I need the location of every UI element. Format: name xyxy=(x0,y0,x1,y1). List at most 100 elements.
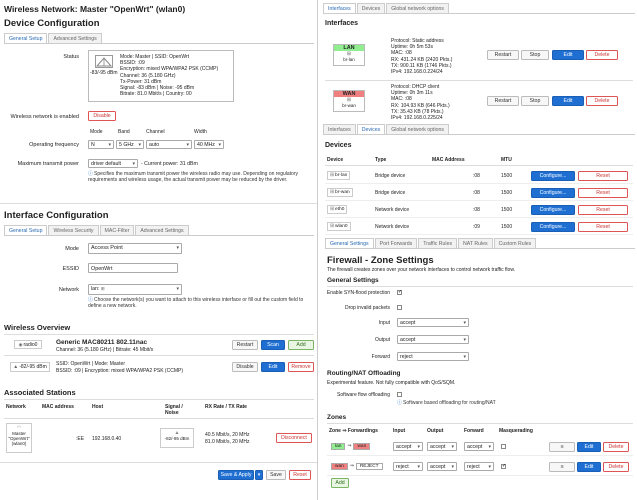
device-configure-button[interactable]: Configure... xyxy=(531,222,575,232)
wan-delete-button[interactable]: Delete xyxy=(586,96,618,106)
device-icon: ⊞ xyxy=(330,173,335,178)
network-line2: BSSID: :09 | Encryption: mixed WPA/WPA2 … xyxy=(56,368,183,374)
device-col-type: Type xyxy=(375,157,387,163)
iface-mode-select[interactable]: Access Point xyxy=(88,243,182,254)
tab-wireless-security[interactable]: Wireless Security xyxy=(48,225,99,235)
mode-select[interactable]: N xyxy=(88,140,114,149)
wan-edit-button[interactable]: Edit xyxy=(552,96,584,106)
invalid-label: Drop invalid packets xyxy=(344,305,390,311)
lan-edit-button[interactable]: Edit xyxy=(552,50,584,60)
lan-restart-button[interactable]: Restart xyxy=(487,50,519,60)
device-icon: ⊞ xyxy=(330,207,335,212)
tab-global-options[interactable]: Global network options xyxy=(386,124,450,134)
zone-forward-select[interactable]: reject xyxy=(464,462,494,471)
zone-delete-button[interactable]: Delete xyxy=(603,462,629,472)
zone-edit-button[interactable]: Edit xyxy=(577,462,601,472)
tab-devices[interactable]: Devices xyxy=(356,3,386,13)
station-col-host: Host xyxy=(92,404,104,410)
add-zone-button[interactable]: Add xyxy=(331,478,349,488)
zone-masquerade-checkbox[interactable] xyxy=(501,463,506,469)
input-policy-select[interactable]: accept xyxy=(397,318,469,327)
essid-input[interactable]: OpenWrt xyxy=(88,263,178,273)
forward-policy-select[interactable]: reject xyxy=(397,352,469,361)
zone-edit-button[interactable]: Edit xyxy=(577,442,601,452)
radio-icon: ◉ xyxy=(18,341,23,347)
zone-delete-button[interactable]: Delete xyxy=(603,442,629,452)
tab-iface-advanced[interactable]: Advanced Settings xyxy=(135,225,189,235)
network-select[interactable]: lan: ⊞ xyxy=(88,284,182,295)
zone-move-icon[interactable]: ≡ xyxy=(549,442,575,452)
device-mac: :08 xyxy=(473,173,480,179)
device-reset-button[interactable]: Reset xyxy=(578,188,628,198)
invalid-checkbox[interactable] xyxy=(397,305,402,310)
save-apply-dropdown-icon[interactable]: ▾ xyxy=(255,470,263,480)
zone-forwarding: lan ⇒ wan xyxy=(331,443,371,450)
zone-move-icon[interactable]: ≡ xyxy=(549,462,575,472)
device-type: Bridge device xyxy=(375,190,406,196)
wan-stop-button[interactable]: Stop xyxy=(521,96,549,106)
network-remove-button[interactable]: Remove xyxy=(288,362,314,372)
power-select[interactable]: driver default xyxy=(88,159,138,168)
radio-restart-button[interactable]: Restart xyxy=(232,340,258,350)
device-col-device: Device xyxy=(327,157,344,163)
tab-nat-rules[interactable]: NAT Rules xyxy=(458,238,493,248)
disconnect-button[interactable]: Disconnect xyxy=(276,433,312,443)
network-disable-button[interactable]: Disable xyxy=(232,362,258,372)
zone-input-select[interactable]: reject xyxy=(393,462,423,471)
device-configure-button[interactable]: Configure... xyxy=(531,171,575,181)
zone-forward-select[interactable]: accept xyxy=(464,442,494,451)
output-policy-select[interactable]: accept xyxy=(397,335,469,344)
device-configure-button[interactable]: Configure... xyxy=(531,205,575,215)
offload-checkbox[interactable] xyxy=(397,392,402,397)
band-select[interactable]: 5 GHz xyxy=(116,140,144,149)
device-mtu: 1500 xyxy=(501,224,513,230)
device-configure-button[interactable]: Configure... xyxy=(531,188,575,198)
save-button[interactable]: Save xyxy=(266,470,286,480)
iface-config-tabs: General Setup Wireless Security MAC-Filt… xyxy=(4,225,314,236)
tab-custom-rules[interactable]: Custom Rules xyxy=(493,238,537,248)
tab-traffic-rules[interactable]: Traffic Rules xyxy=(418,238,458,248)
network-edit-button[interactable]: Edit xyxy=(261,362,285,372)
reset-button[interactable]: Reset xyxy=(289,470,311,480)
freq-header-width: Width xyxy=(194,129,207,135)
network-line1: SSID: OpenWrt | Mode: Master xyxy=(56,361,126,367)
tab-advanced-settings[interactable]: Advanced Settings xyxy=(48,33,102,43)
lan-stop-button[interactable]: Stop xyxy=(521,50,549,60)
freq-header-channel: Channel xyxy=(146,129,165,135)
tab-interfaces[interactable]: Interfaces xyxy=(323,124,356,134)
device-reset-button[interactable]: Reset xyxy=(578,171,628,181)
bridge-icon: ⊞ xyxy=(346,97,352,103)
tab-interfaces[interactable]: Interfaces xyxy=(323,3,356,13)
tab-fw-general[interactable]: General Settings xyxy=(325,238,374,248)
tab-general-setup[interactable]: General Setup xyxy=(4,33,48,43)
width-select[interactable]: 40 MHz xyxy=(194,140,224,149)
device-reset-button[interactable]: Reset xyxy=(578,222,628,232)
station-tx: 81.0 Mbit/s, 20 MHz xyxy=(205,439,250,445)
syn-checkbox[interactable] xyxy=(397,289,402,295)
station-col-signal: Signal / Noise xyxy=(165,404,183,416)
tab-port-forwards[interactable]: Port Forwards xyxy=(374,238,418,248)
save-apply-button[interactable]: Save & Apply xyxy=(218,470,254,480)
zone-masquerade-checkbox[interactable] xyxy=(501,444,506,449)
zone-input-select[interactable]: accept xyxy=(393,442,423,451)
page-title: Wireless Network: Master "OpenWrt" (wlan… xyxy=(4,4,186,14)
radio-add-button[interactable]: Add xyxy=(288,340,314,350)
disable-radio-button[interactable]: Disable xyxy=(88,111,116,121)
zone-output-select[interactable]: accept xyxy=(427,462,457,471)
zone-output-select[interactable]: accept xyxy=(427,442,457,451)
device-icon: ⊞ xyxy=(330,190,335,195)
wireless-overview-heading: Wireless Overview xyxy=(4,323,71,332)
tab-mac-filter[interactable]: MAC-Filter xyxy=(99,225,135,235)
wan-restart-button[interactable]: Restart xyxy=(487,96,519,106)
lan-delete-button[interactable]: Delete xyxy=(586,50,618,60)
device-reset-button[interactable]: Reset xyxy=(578,205,628,215)
tab-iface-general[interactable]: General Setup xyxy=(4,225,48,235)
channel-select[interactable]: auto xyxy=(146,140,192,149)
device-type: Network device xyxy=(375,207,410,213)
radio-scan-button[interactable]: Scan xyxy=(261,340,285,350)
signal-icon xyxy=(95,55,113,68)
nat-desc: Experimental feature. Not fully compatib… xyxy=(327,380,456,386)
tab-devices[interactable]: Devices xyxy=(356,124,386,134)
tab-global-options[interactable]: Global network options xyxy=(386,3,450,13)
station-host: 192.168.0.40 xyxy=(92,436,122,442)
